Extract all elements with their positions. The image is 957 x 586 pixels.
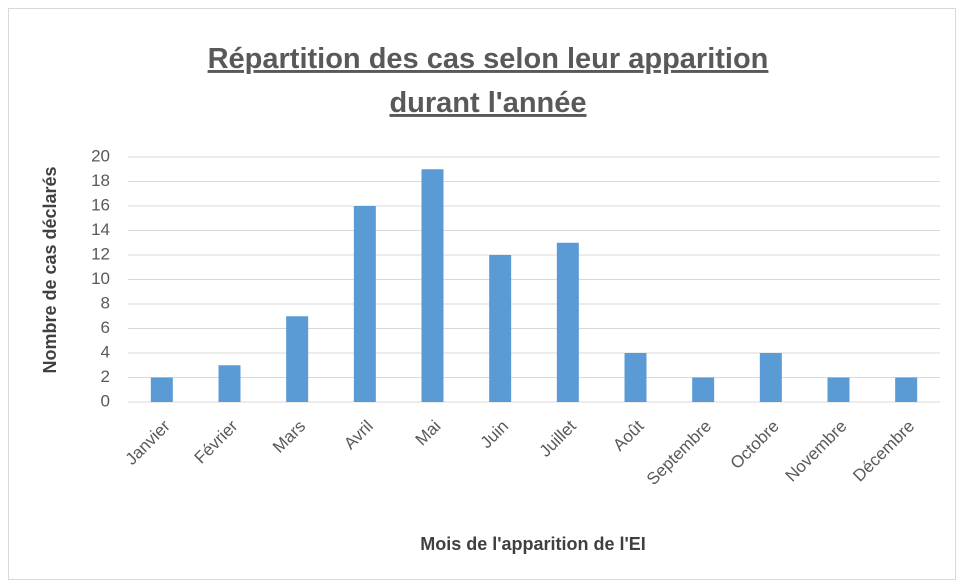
- y-tick-label: 4: [101, 342, 110, 361]
- bar: [556, 242, 579, 402]
- chart-title: Répartition des cas selon leur apparitio…: [208, 43, 769, 75]
- y-tick-label: 14: [91, 220, 110, 239]
- y-tick-label: 0: [101, 391, 110, 410]
- y-tick-label: 12: [91, 244, 110, 263]
- chart-title: durant l'année: [389, 87, 586, 119]
- bar: [624, 353, 647, 402]
- y-tick-label: 6: [101, 318, 110, 337]
- y-tick-label: 20: [91, 146, 110, 165]
- y-tick-label: 16: [91, 195, 110, 214]
- y-tick-label: 2: [101, 367, 110, 386]
- y-tick-label: 10: [91, 269, 110, 288]
- bar: [218, 365, 241, 402]
- chart-frame: [8, 8, 956, 580]
- y-tick-label: 8: [101, 293, 110, 312]
- bar: [150, 377, 173, 402]
- x-axis-title: Mois de l'apparition de l'EI: [420, 534, 646, 554]
- bar: [286, 316, 309, 402]
- bar: [353, 206, 376, 402]
- bar: [827, 377, 850, 402]
- bar: [489, 255, 512, 402]
- y-axis-title: Nombre de cas déclarés: [40, 166, 60, 373]
- bar: [895, 377, 918, 402]
- y-tick-label: 18: [91, 171, 110, 190]
- bar: [692, 377, 715, 402]
- bar: [421, 169, 444, 402]
- bar: [759, 353, 782, 402]
